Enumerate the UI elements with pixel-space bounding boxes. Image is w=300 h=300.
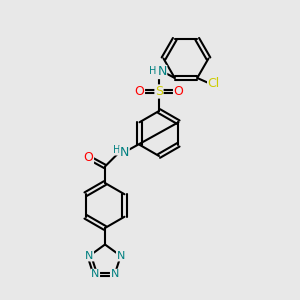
Text: N: N bbox=[110, 269, 119, 279]
Text: H: H bbox=[113, 145, 121, 155]
Text: Cl: Cl bbox=[208, 77, 220, 91]
Text: N: N bbox=[120, 146, 129, 160]
Text: O: O bbox=[174, 85, 183, 98]
Text: N: N bbox=[85, 251, 94, 261]
Text: O: O bbox=[84, 151, 93, 164]
Text: H: H bbox=[149, 65, 157, 76]
Text: N: N bbox=[91, 269, 100, 279]
Text: N: N bbox=[157, 65, 167, 79]
Text: S: S bbox=[155, 85, 163, 98]
Text: O: O bbox=[135, 85, 144, 98]
Text: N: N bbox=[116, 251, 125, 261]
